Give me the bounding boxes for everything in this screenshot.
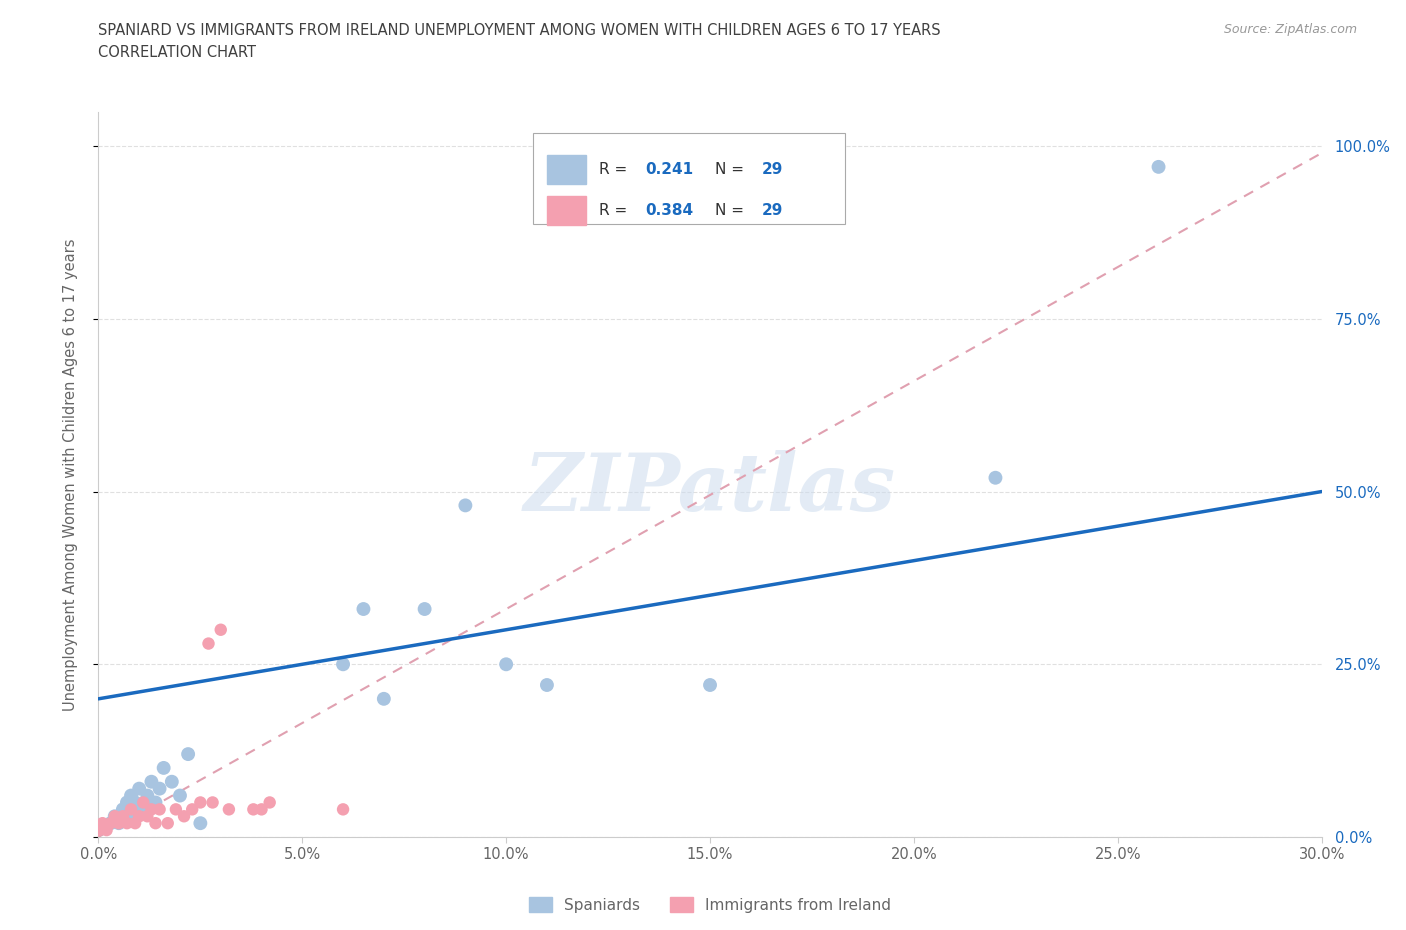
Point bbox=[115, 795, 138, 810]
Point bbox=[250, 802, 273, 817]
Point bbox=[136, 809, 159, 824]
Text: SPANIARD VS IMMIGRANTS FROM IRELAND UNEMPLOYMENT AMONG WOMEN WITH CHILDREN AGES : SPANIARD VS IMMIGRANTS FROM IRELAND UNEM… bbox=[98, 23, 941, 38]
Text: N =: N = bbox=[714, 203, 749, 218]
Point bbox=[145, 795, 167, 810]
Point bbox=[177, 747, 200, 762]
Point bbox=[100, 816, 122, 830]
Point bbox=[984, 471, 1007, 485]
Text: 29: 29 bbox=[762, 203, 783, 218]
Point bbox=[149, 802, 172, 817]
Point bbox=[699, 678, 721, 693]
Legend: Spaniards, Immigrants from Ireland: Spaniards, Immigrants from Ireland bbox=[529, 897, 891, 912]
Bar bbox=[547, 155, 586, 184]
Text: Source: ZipAtlas.com: Source: ZipAtlas.com bbox=[1223, 23, 1357, 36]
Point bbox=[201, 795, 224, 810]
Point bbox=[141, 802, 163, 817]
Point bbox=[115, 816, 138, 830]
Point bbox=[115, 809, 138, 824]
Point bbox=[108, 816, 131, 830]
Point bbox=[160, 775, 183, 790]
Point bbox=[413, 602, 436, 617]
Point bbox=[91, 816, 114, 830]
Point bbox=[108, 816, 131, 830]
Text: 0.241: 0.241 bbox=[645, 162, 693, 177]
Point bbox=[495, 657, 517, 671]
Point bbox=[536, 678, 558, 693]
Point bbox=[242, 802, 264, 817]
Point bbox=[373, 691, 395, 706]
Point bbox=[156, 816, 179, 830]
Point bbox=[169, 788, 191, 803]
Point bbox=[96, 823, 118, 838]
Point bbox=[197, 636, 219, 651]
Bar bbox=[547, 196, 586, 225]
Point bbox=[128, 781, 150, 796]
Point bbox=[259, 795, 281, 810]
Point bbox=[120, 802, 142, 817]
Point bbox=[165, 802, 187, 817]
Point bbox=[454, 498, 477, 512]
Point bbox=[128, 809, 150, 824]
Text: R =: R = bbox=[599, 203, 631, 218]
Point bbox=[104, 809, 127, 824]
Text: ZIPatlas: ZIPatlas bbox=[524, 450, 896, 527]
Point bbox=[132, 802, 155, 817]
Point bbox=[1147, 159, 1170, 174]
Point bbox=[111, 809, 134, 824]
Point bbox=[145, 816, 167, 830]
Point bbox=[141, 775, 163, 790]
Point bbox=[352, 602, 374, 617]
Point bbox=[149, 781, 172, 796]
Point bbox=[209, 622, 232, 637]
Point bbox=[100, 816, 122, 830]
FancyBboxPatch shape bbox=[533, 133, 845, 224]
Text: CORRELATION CHART: CORRELATION CHART bbox=[98, 45, 256, 60]
Point bbox=[218, 802, 240, 817]
Point bbox=[136, 788, 159, 803]
Text: 0.384: 0.384 bbox=[645, 203, 693, 218]
Point bbox=[104, 809, 127, 824]
Point bbox=[181, 802, 204, 817]
Point bbox=[332, 802, 354, 817]
Point bbox=[173, 809, 195, 824]
Point bbox=[124, 816, 146, 830]
Text: N =: N = bbox=[714, 162, 749, 177]
Point bbox=[120, 788, 142, 803]
Point bbox=[188, 795, 212, 810]
Text: R =: R = bbox=[599, 162, 631, 177]
Point bbox=[132, 795, 155, 810]
Point bbox=[332, 657, 354, 671]
Text: 29: 29 bbox=[762, 162, 783, 177]
Point bbox=[188, 816, 212, 830]
Point bbox=[87, 823, 110, 838]
Point bbox=[111, 802, 134, 817]
Y-axis label: Unemployment Among Women with Children Ages 6 to 17 years: Unemployment Among Women with Children A… bbox=[63, 238, 77, 711]
Point bbox=[124, 795, 146, 810]
Point bbox=[152, 761, 174, 776]
